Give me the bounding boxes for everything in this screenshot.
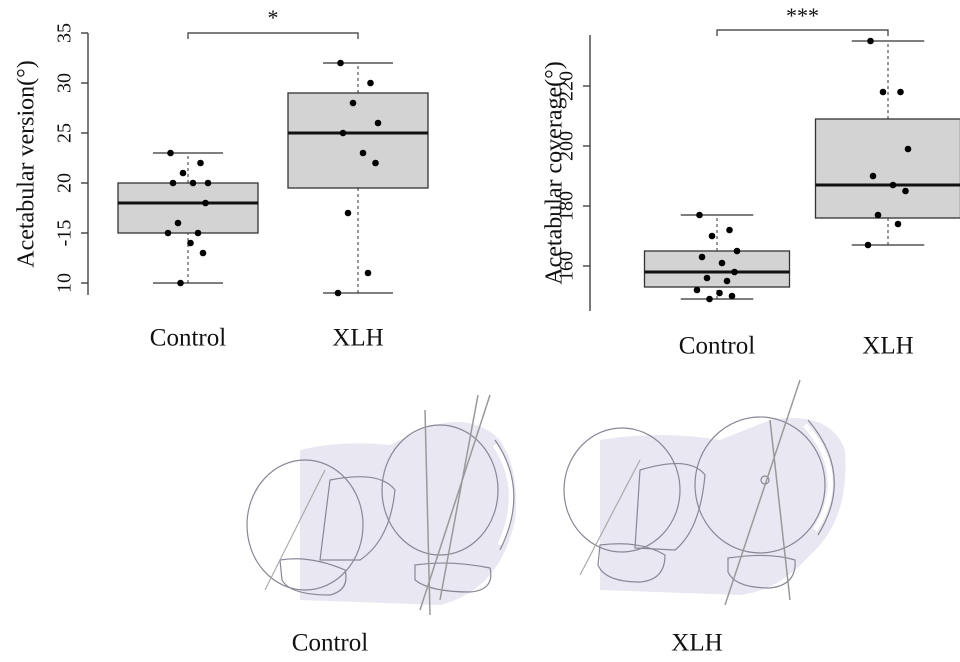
y-tick-label: 180 (556, 191, 578, 221)
data-point (187, 239, 194, 247)
data-point (864, 241, 872, 249)
data-point (904, 145, 912, 153)
y-tick-label: 25 (54, 123, 76, 143)
data-point (733, 247, 741, 255)
y-tick-label: 35 (54, 23, 76, 43)
data-point (349, 99, 357, 107)
data-point (364, 269, 372, 277)
data-point (177, 279, 184, 287)
data-point (731, 268, 738, 276)
significance-label: * (268, 5, 279, 30)
data-point (718, 259, 726, 267)
y-tick-label: 10 (54, 273, 76, 293)
xlh-illustration (563, 379, 846, 606)
data-point (174, 219, 182, 227)
significance-bracket (187, 32, 359, 39)
data-point (708, 232, 716, 240)
data-point (902, 187, 909, 195)
data-point (879, 88, 887, 96)
data-point (337, 59, 344, 67)
data-point (703, 274, 711, 282)
box (287, 92, 429, 189)
data-point (167, 149, 174, 157)
data-point (197, 159, 204, 167)
box (643, 250, 791, 288)
data-point (867, 37, 874, 45)
y-tick-label: 30 (54, 73, 76, 93)
data-point (372, 159, 379, 167)
y-axis-title: Acetabular version(°) (14, 60, 40, 268)
illustration-label: Control (292, 630, 368, 657)
data-point (367, 79, 374, 87)
box (117, 182, 259, 234)
x-tick-label: Control (150, 325, 226, 352)
data-point (204, 179, 212, 187)
data-point (189, 179, 197, 187)
data-point (723, 277, 731, 285)
y-tick-label: 200 (556, 131, 578, 161)
y-tick-label: 160 (556, 251, 578, 281)
data-point (179, 169, 187, 177)
data-point (169, 179, 177, 187)
data-point (199, 249, 207, 257)
x-tick-label: XLH (332, 325, 383, 352)
y-tick-label: -15 (54, 220, 76, 247)
data-point (696, 211, 703, 219)
y-axis-title: Acetabular coverage(°) (542, 61, 568, 284)
data-point (716, 289, 723, 297)
data-point (894, 220, 902, 228)
significance-bracket (716, 29, 889, 36)
x-tick-label: Control (679, 333, 755, 360)
data-point (874, 211, 882, 219)
data-point (339, 129, 347, 137)
data-point (164, 229, 172, 237)
y-tick-label: 20 (54, 173, 76, 193)
data-point (202, 199, 209, 207)
data-point (194, 229, 202, 237)
y-tick-label: 220 (556, 71, 578, 101)
data-point (706, 295, 713, 303)
data-point (359, 149, 367, 157)
data-point (334, 289, 342, 297)
control-illustration (246, 394, 516, 616)
box (814, 118, 960, 219)
data-point (869, 172, 877, 180)
data-point (374, 119, 382, 127)
data-point (889, 181, 897, 189)
illustration-label: XLH (671, 630, 722, 657)
data-point (698, 253, 706, 261)
significance-label: *** (786, 3, 819, 28)
data-point (897, 88, 904, 96)
data-point (344, 209, 352, 217)
x-tick-label: XLH (862, 333, 913, 360)
data-point (728, 292, 736, 300)
data-point (693, 286, 701, 294)
data-point (726, 226, 733, 234)
